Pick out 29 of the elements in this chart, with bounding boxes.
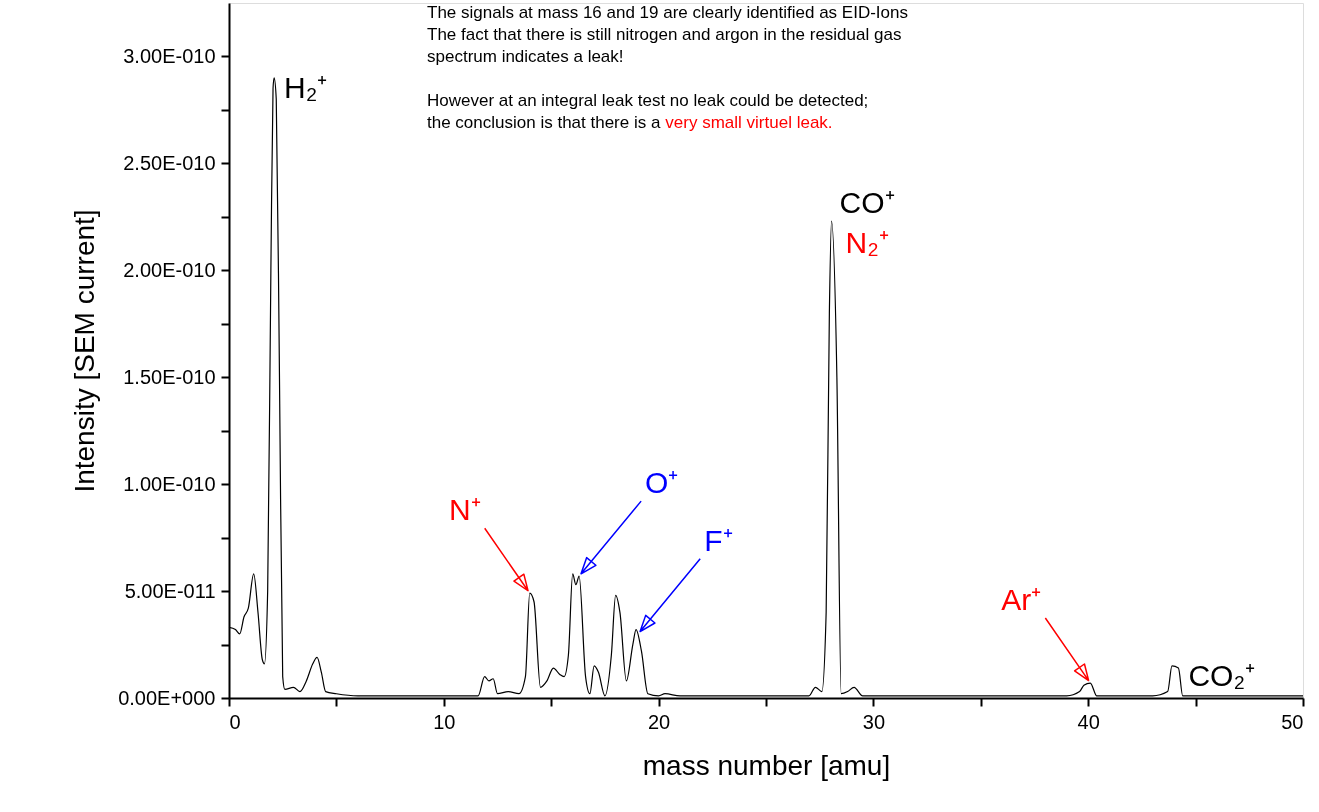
x-axis-title: mass number [amu]: [642, 749, 891, 781]
annotation: F⁺: [704, 523, 733, 557]
annotation: O⁺: [645, 466, 679, 500]
x-tick-label: 50: [1281, 710, 1304, 733]
x-tick-label: 10: [433, 710, 456, 733]
y-tick-label: 1.00E-010: [123, 472, 216, 495]
x-tick-label: 40: [1077, 710, 1100, 733]
annotation: The fact that there is still nitrogen and argon in the residual gas: [427, 25, 902, 44]
y-tick-label: 1.50E-010: [123, 365, 216, 388]
annotation: N₂⁺: [845, 226, 889, 260]
annotation: the conclusion is that there is a: [427, 113, 661, 132]
annotation: very small virtuel leak.: [665, 113, 833, 132]
y-tick-label: 2.00E-010: [123, 258, 216, 281]
x-tick-label: 0: [229, 710, 241, 733]
y-tick-label: 2.50E-010: [123, 151, 216, 174]
annotation: spectrum indicates a leak!: [427, 47, 624, 66]
annotation: However at an integral leak test no leak could be detected;: [427, 91, 869, 110]
annotation: Ar⁺: [1001, 583, 1042, 617]
annotation: The signals at mass 16 and 19 are clearly identified as EID-Ions: [427, 3, 908, 22]
annotation: N⁺: [449, 493, 481, 527]
y-tick-label: 0.00E+000: [118, 686, 216, 709]
x-tick-label: 30: [862, 710, 886, 733]
y-tick-label: 3.00E-010: [123, 44, 216, 67]
annotation: H₂⁺: [284, 70, 328, 104]
y-axis-title: Intensity [SEM current]: [69, 209, 101, 493]
annotation: CO₂⁺: [1188, 658, 1256, 692]
annotation: CO⁺: [839, 186, 895, 220]
x-tick-label: 20: [647, 710, 671, 733]
y-tick-label: 5.00E-011: [124, 579, 216, 602]
